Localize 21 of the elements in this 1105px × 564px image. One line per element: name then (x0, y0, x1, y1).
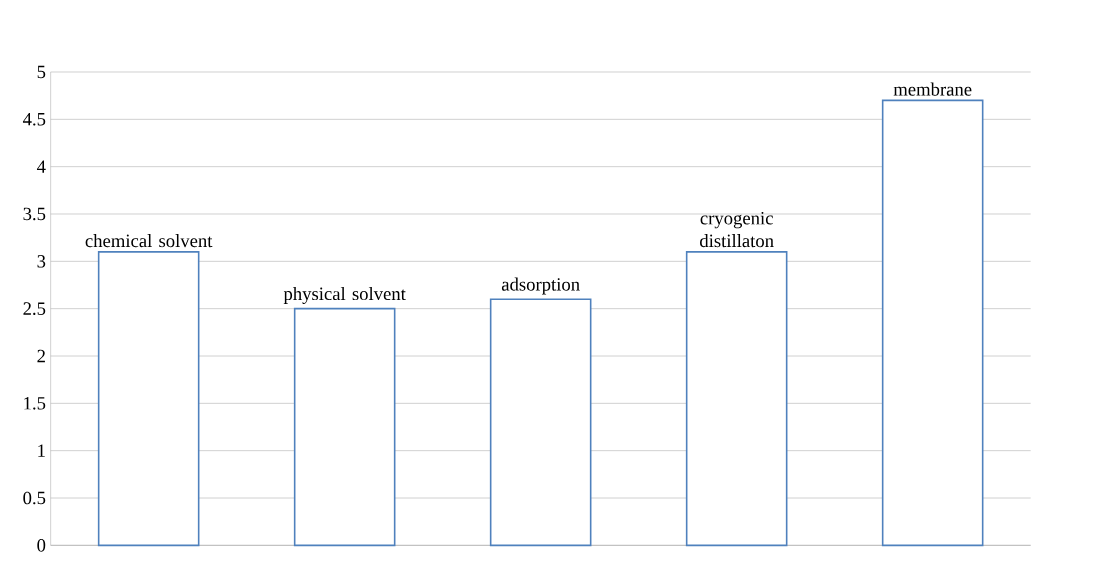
x-tick-label: cryogenic distillaton (700, 211, 774, 248)
y-tick-label: 0.5 (23, 491, 46, 505)
y-tick-label: 3.5 (23, 207, 46, 221)
y-tick-label: 4 (36, 160, 46, 173)
y-tick-label: 1 (38, 444, 45, 457)
y-tick-label: 2.5 (23, 302, 46, 315)
bar (97, 251, 200, 547)
x-tick-label: membrane (893, 82, 972, 96)
bar (489, 298, 592, 547)
x-tick-label: adsorption (501, 277, 580, 295)
y-tick-label: 2 (37, 349, 45, 363)
y-tick-label: 0 (37, 539, 46, 552)
x-tick-label: chemical solvent (85, 234, 213, 248)
x-tick-label: physical solvent (283, 286, 406, 304)
bar (293, 307, 396, 547)
y-tick-label: 4.5 (22, 113, 46, 126)
bar (685, 251, 788, 547)
bar (881, 99, 984, 547)
y-tick-label: 1.5 (24, 397, 46, 410)
y-tick-label: 3 (37, 255, 46, 268)
y-tick-label: 5 (37, 65, 46, 79)
